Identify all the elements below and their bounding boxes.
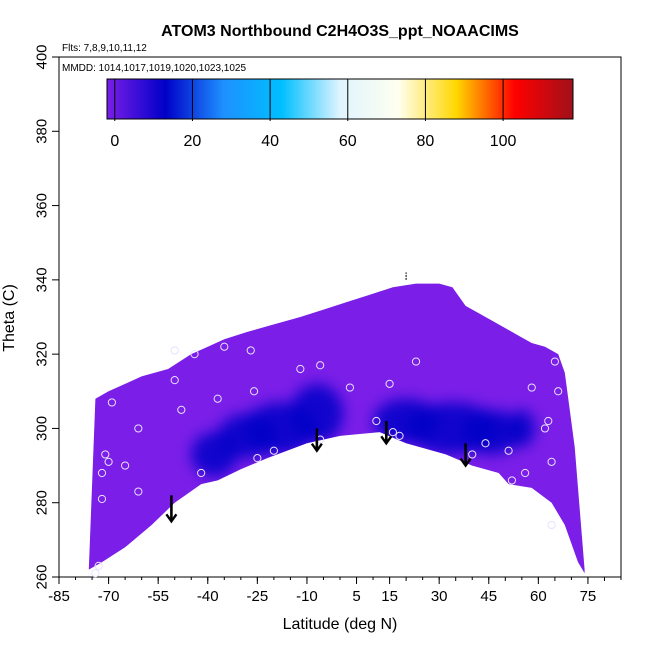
- y-tick-label: 400: [34, 44, 51, 69]
- sample-point: [170, 376, 179, 385]
- colorbar-tick-label: 0: [110, 133, 119, 150]
- x-tick-label: 30: [431, 588, 448, 605]
- x-tick-label: 45: [480, 588, 497, 605]
- y-tick-label: 300: [34, 416, 51, 441]
- x-tick-label: 15: [381, 588, 398, 605]
- sample-point: [220, 342, 229, 351]
- sample-point: [521, 468, 530, 478]
- y-tick-label: 320: [34, 342, 51, 367]
- y-axis: 260 280 300 320 340 360 380 400: [34, 44, 59, 590]
- sample-point: [345, 383, 355, 392]
- sample-point: [316, 361, 325, 370]
- sample-point: [411, 357, 421, 366]
- field-dark-region: [462, 409, 522, 455]
- sample-point: [121, 461, 130, 470]
- sample-point: [468, 450, 477, 459]
- sample-point: [481, 439, 490, 448]
- mmdd-note: MMDD: 1014,1017,1019,1020,1023,1025: [62, 63, 246, 74]
- sample-point: [544, 416, 553, 426]
- sample-point: [91, 569, 100, 578]
- y-tick-label: 280: [34, 490, 51, 515]
- sample-point: [269, 446, 278, 455]
- sample-point: [134, 424, 143, 433]
- y-tick-label: 260: [34, 564, 51, 589]
- colorbar-tick-label: 80: [417, 133, 435, 150]
- wind-arrow: [459, 443, 472, 468]
- sample-points: [91, 342, 563, 578]
- sample-point: [527, 383, 536, 392]
- colorbar-tick-label: 60: [339, 133, 357, 150]
- x-tick-label: -40: [197, 588, 219, 605]
- sample-point: [253, 454, 262, 463]
- x-axis: -85 -70 -55 -40 -25 -10 5 15 30 45 60 75: [48, 577, 622, 605]
- field-dark-region: [508, 409, 536, 447]
- sample-point: [246, 346, 255, 355]
- sample-point: [547, 457, 556, 466]
- y-tick-label: 340: [34, 267, 51, 292]
- sample-point: [107, 398, 116, 407]
- x-tick-label: -10: [296, 588, 318, 605]
- sample-point: [385, 379, 394, 388]
- x-tick-label: -70: [98, 588, 120, 605]
- x-tick-label: -25: [247, 588, 269, 605]
- sample-point: [97, 468, 107, 478]
- y-tick-label: 360: [34, 193, 51, 218]
- chart-title: ATOM3 Northbound C2H4O3S_ppt_NOAACIMS: [161, 23, 519, 40]
- x-tick-label: -85: [48, 588, 70, 605]
- sample-point: [554, 387, 563, 396]
- sample-point: [213, 394, 222, 403]
- sample-point: [550, 357, 559, 366]
- wind-arrow: [380, 421, 393, 446]
- flights-note: Flts: 7,8,9,10,11,12: [62, 43, 147, 54]
- wind-arrow: [310, 428, 323, 453]
- sample-point: [507, 476, 517, 485]
- y-tick-label: 380: [34, 119, 51, 144]
- field-dark-layer: [191, 383, 536, 477]
- x-tick-label: -55: [147, 588, 169, 605]
- y-axis-label: Theta (C): [1, 284, 18, 352]
- sample-point: [170, 346, 179, 355]
- sample-point: [372, 416, 381, 426]
- colorbar-tick-label: 100: [490, 133, 517, 150]
- sample-point: [177, 405, 186, 414]
- x-tick-label: 5: [352, 588, 360, 605]
- sample-point: [249, 387, 259, 396]
- sample-point: [540, 424, 550, 433]
- sample-point: [395, 431, 404, 440]
- wind-arrows: [165, 272, 472, 524]
- x-tick-label: 60: [530, 588, 547, 605]
- field-dark-region: [290, 383, 344, 444]
- sample-point: [101, 450, 110, 459]
- colorbar-gradient: [106, 78, 574, 120]
- sample-point: [94, 561, 103, 570]
- wind-arrow: [165, 495, 178, 524]
- colorbar-tick-label: 40: [261, 133, 279, 150]
- sample-point: [197, 468, 206, 478]
- sample-point: [104, 457, 113, 466]
- colorbar: 0 20 40 60 80 100: [106, 78, 574, 150]
- sample-point: [190, 350, 199, 359]
- x-tick-label: 75: [580, 588, 597, 605]
- colorbar-tick-label: 20: [184, 133, 202, 150]
- sample-point: [134, 487, 143, 496]
- sample-point: [296, 364, 305, 374]
- sample-point: [547, 520, 556, 530]
- x-axis-label: Latitude (deg N): [283, 616, 398, 633]
- sample-point: [97, 494, 107, 504]
- sample-point: [388, 428, 397, 437]
- sample-point: [504, 446, 513, 455]
